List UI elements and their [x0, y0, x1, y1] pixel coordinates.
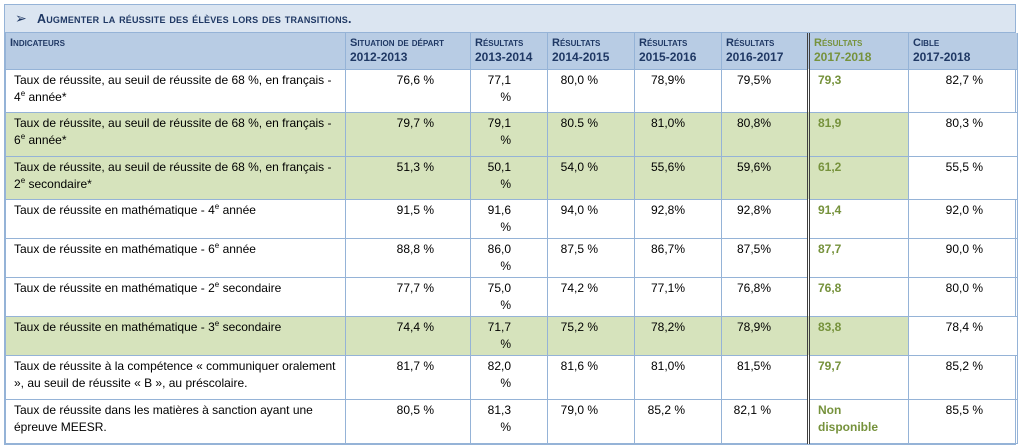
value-resultats-2017-2018: 91,4	[807, 198, 909, 239]
value-2016-2017: 81,5%	[721, 354, 809, 400]
value-resultats-2017-2018: 79,7	[807, 354, 909, 400]
section-title: Augmenter la réussite des élèves lors de…	[37, 11, 352, 26]
value-2014-2015: 54,0 %	[547, 155, 635, 200]
table-row: Taux de réussite en mathématique - 3e se…	[5, 315, 1018, 356]
header-col-2014-2015: Résultats 2014-2015	[547, 33, 635, 70]
value-2013-2014: 91,6 %	[470, 198, 548, 239]
value-resultats-2017-2018: 79,3	[807, 68, 909, 113]
value-cible-2017-2018: 80,3 %	[908, 111, 1018, 157]
value-2013-2014: 82,0 %	[470, 354, 548, 400]
value-2016-2017: 78,9%	[721, 315, 809, 356]
value-2012-2013: 80,5 %	[345, 398, 471, 444]
value-2012-2013: 81,7 %	[345, 354, 471, 400]
value-resultats-2017-2018: 76,8	[807, 276, 909, 317]
value-resultats-2017-2018: 81,9	[807, 111, 909, 157]
value-cible-2017-2018: 90,0 %	[908, 237, 1018, 278]
value-2012-2013: 77,7 %	[345, 276, 471, 317]
table-row: Taux de réussite, au seuil de réussite d…	[5, 111, 1018, 157]
value-2013-2014: 50,1 %	[470, 155, 548, 200]
header-col-2016-2017: Résultats 2016-2017	[721, 33, 809, 70]
value-2016-2017: 87,5%	[721, 237, 809, 278]
value-2016-2017: 80,8%	[721, 111, 809, 157]
value-2016-2017: 59,6%	[721, 155, 809, 200]
value-2015-2016: 86,7%	[634, 237, 722, 278]
value-2014-2015: 80,0 %	[547, 68, 635, 113]
value-2015-2016: 78,9%	[634, 68, 722, 113]
value-2012-2013: 51,3 %	[345, 155, 471, 200]
value-2013-2014: 79,1 %	[470, 111, 548, 157]
value-resultats-2017-2018: 61,2	[807, 155, 909, 200]
value-cible-2017-2018: 92,0 %	[908, 198, 1018, 239]
value-cible-2017-2018: 85,5 %	[908, 398, 1018, 444]
value-2014-2015: 94,0 %	[547, 198, 635, 239]
value-2014-2015: 80.5 %	[547, 111, 635, 157]
value-cible-2017-2018: 80,0 %	[908, 276, 1018, 317]
indicator-label: Taux de réussite en mathématique - 6e an…	[5, 237, 346, 278]
indicators-table: Indicateurs Situation de départ 2012-2013…	[5, 33, 1018, 444]
table-row: Taux de réussite en mathématique - 4e an…	[5, 198, 1018, 239]
value-2015-2016: 85,2 %	[634, 398, 722, 444]
value-2013-2014: 75,0 %	[470, 276, 548, 317]
table-row: Taux de réussite en mathématique - 6e an…	[5, 237, 1018, 278]
value-2012-2013: 88,8 %	[345, 237, 471, 278]
value-2013-2014: 81,3 %	[470, 398, 548, 444]
table-row: Taux de réussite, au seuil de réussite d…	[5, 68, 1018, 113]
value-2015-2016: 81,0%	[634, 111, 722, 157]
value-cible-2017-2018: 78,4 %	[908, 315, 1018, 356]
indicator-label: Taux de réussite, au seuil de réussite d…	[5, 155, 346, 200]
value-2015-2016: 81,0%	[634, 354, 722, 400]
indicator-label: Taux de réussite en mathématique - 4e an…	[5, 198, 346, 239]
value-2015-2016: 55,6%	[634, 155, 722, 200]
header-col-2013-2014: Résultats 2013-2014	[470, 33, 548, 70]
table-row: Taux de réussite en mathématique - 2e se…	[5, 276, 1018, 317]
value-2016-2017: 79,5%	[721, 68, 809, 113]
value-2012-2013: 91,5 %	[345, 198, 471, 239]
indicator-label: Taux de réussite, au seuil de réussite d…	[5, 111, 346, 157]
value-2016-2017: 82,1 %	[721, 398, 809, 444]
value-resultats-2017-2018: 87,7	[807, 237, 909, 278]
value-2014-2015: 81,6 %	[547, 354, 635, 400]
arrow-bullet-icon: ➢	[15, 10, 27, 26]
value-2015-2016: 78,2%	[634, 315, 722, 356]
indicator-label: Taux de réussite en mathématique - 2e se…	[5, 276, 346, 317]
value-2014-2015: 79,0 %	[547, 398, 635, 444]
value-2015-2016: 92,8%	[634, 198, 722, 239]
table-row: Taux de réussite dans les matières à san…	[5, 398, 1018, 444]
header-col-2015-2016: Résultats 2015-2016	[634, 33, 722, 70]
table-row: Taux de réussite, au seuil de réussite d…	[5, 155, 1018, 200]
value-resultats-2017-2018: 83,8	[807, 315, 909, 356]
value-2015-2016: 77,1%	[634, 276, 722, 317]
value-2012-2013: 79,7 %	[345, 111, 471, 157]
indicator-label: Taux de réussite dans les matières à san…	[5, 398, 346, 444]
section-title-bar: ➢ Augmenter la réussite des élèves lors …	[5, 5, 1015, 33]
value-2014-2015: 87,5 %	[547, 237, 635, 278]
value-cible-2017-2018: 55,5 %	[908, 155, 1018, 200]
value-2014-2015: 74,2 %	[547, 276, 635, 317]
value-2012-2013: 76,6 %	[345, 68, 471, 113]
value-2013-2014: 71,7 %	[470, 315, 548, 356]
value-2016-2017: 76,8%	[721, 276, 809, 317]
value-2013-2014: 77,1 %	[470, 68, 548, 113]
value-2013-2014: 86,0 %	[470, 237, 548, 278]
table-header-row: Indicateurs Situation de départ 2012-2013…	[5, 33, 1018, 70]
value-cible-2017-2018: 82,7 %	[908, 68, 1018, 113]
header-col-situation: Situation de départ 2012-2013	[345, 33, 471, 70]
indicator-label: Taux de réussite à la compétence « commu…	[5, 354, 346, 400]
header-col-cible-2017-2018: Cible 2017-2018	[908, 33, 1018, 70]
value-2014-2015: 75,2 %	[547, 315, 635, 356]
value-2012-2013: 74,4 %	[345, 315, 471, 356]
header-col-resultats-2017-2018: Résultats 2017-2018	[807, 33, 909, 70]
value-cible-2017-2018: 85,2 %	[908, 354, 1018, 400]
table-row: Taux de réussite à la compétence « commu…	[5, 354, 1018, 400]
indicator-label: Taux de réussite en mathématique - 3e se…	[5, 315, 346, 356]
header-indicateurs: Indicateurs	[5, 33, 346, 70]
indicator-label: Taux de réussite, au seuil de réussite d…	[5, 68, 346, 113]
value-resultats-2017-2018: Non disponible	[807, 398, 909, 444]
results-table-panel: ➢ Augmenter la réussite des élèves lors …	[4, 4, 1018, 445]
value-2016-2017: 92,8%	[721, 198, 809, 239]
